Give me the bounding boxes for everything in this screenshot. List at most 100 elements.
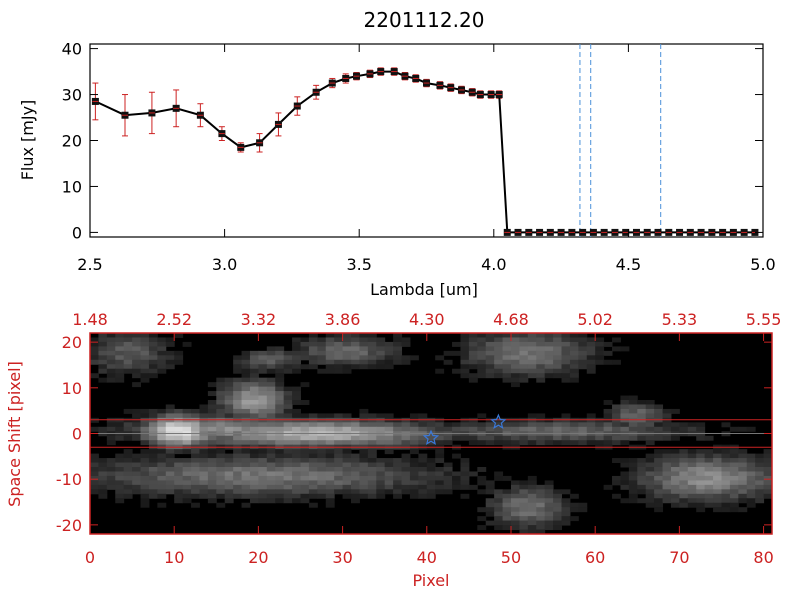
heatmap-cell [696, 453, 706, 459]
heatmap-cell [90, 484, 99, 490]
heatmap-cell [123, 462, 133, 468]
heatmap-cell [654, 480, 664, 486]
heatmap-cell [132, 382, 142, 388]
heatmap-cell [90, 475, 99, 481]
heatmap-cell [132, 462, 142, 468]
heatmap-cell [199, 426, 209, 432]
heatmap-cell [569, 359, 579, 365]
heatmap-cell [510, 511, 520, 517]
heatmap-cell [132, 346, 142, 352]
heatmap-cell [123, 355, 133, 361]
heatmap-cell [418, 480, 428, 486]
heatmap-cell [746, 462, 756, 468]
heatmap-cell [308, 333, 318, 338]
heatmap-cell [645, 493, 655, 499]
heatmap-cell [359, 489, 369, 495]
heatmap-cell [224, 498, 234, 504]
heatmap-cell [241, 449, 251, 455]
heatmap-cell [729, 502, 739, 508]
heatmap-cell [367, 480, 377, 486]
heatmap-cell [106, 368, 116, 374]
heatmap-cell [334, 346, 344, 352]
heatmap-cell [191, 422, 200, 428]
heatmap-cell [443, 435, 453, 441]
heatmap-cell [569, 440, 579, 446]
heatmap-cell [502, 341, 512, 347]
heatmap-cell [553, 507, 563, 513]
heatmap-cell [98, 355, 108, 361]
heatmap-cell [342, 493, 352, 499]
heatmap-cell [258, 350, 268, 356]
heatmap-cell [317, 346, 327, 352]
heatmap-cell [224, 395, 234, 401]
heatmap-cell [233, 364, 243, 370]
heatmap-cell [536, 417, 546, 423]
heatmap-cell [233, 359, 243, 365]
heatmap-cell [90, 373, 99, 379]
heatmap-cell [654, 453, 664, 459]
heatmap-cell [510, 417, 520, 423]
heatmap-cell [468, 355, 478, 361]
heatmap-cell [165, 355, 175, 361]
wavelength-tick-label: 5.55 [746, 310, 782, 329]
heatmap-cell [376, 364, 386, 370]
heatmap-cell [123, 364, 133, 370]
heatmap-cell [729, 475, 739, 481]
heatmap-cell [510, 382, 520, 388]
heatmap-cell [283, 368, 293, 374]
heatmap-cell [199, 404, 209, 410]
heatmap-cell [696, 426, 706, 432]
heatmap-cell [485, 502, 495, 508]
heatmap-cell [123, 341, 133, 347]
heatmap-cell [426, 426, 436, 432]
heatmap-cell [578, 341, 588, 347]
heatmap-cell [595, 346, 605, 352]
heatmap-cell [409, 449, 419, 455]
heatmap-cell [654, 498, 664, 504]
heatmap-cell [266, 493, 276, 499]
heatmap-cell [595, 341, 605, 347]
heatmap-cell [300, 484, 310, 490]
heatmap-cell [106, 373, 116, 379]
heatmap-cell [393, 355, 403, 361]
heatmap-cell [645, 404, 655, 410]
heatmap-cell [258, 400, 268, 405]
heatmap-cell [409, 484, 419, 490]
heatmap-cell [679, 493, 689, 499]
heatmap-cell [317, 484, 327, 490]
heatmap-cell [266, 440, 276, 446]
heatmap-cell [334, 364, 344, 370]
heatmap-cell [527, 368, 537, 374]
heatmap-cell [342, 435, 352, 441]
heatmap-cell [275, 422, 285, 428]
heatmap-cell [98, 467, 108, 472]
heatmap-cell [249, 417, 259, 423]
heatmap-cell [679, 426, 689, 432]
heatmap-cell [207, 458, 217, 464]
heatmap-cell [157, 422, 167, 428]
heatmap-cell [241, 373, 251, 379]
heatmap-cell [738, 467, 748, 472]
heatmap-cell [132, 480, 142, 486]
heatmap-cell [443, 350, 453, 356]
heatmap-cell [384, 341, 394, 347]
heatmap-cell [477, 507, 487, 513]
heatmap-cell [367, 458, 377, 464]
heatmap-cell [182, 413, 192, 419]
heatmap-cell [233, 395, 243, 401]
heatmap-cell [115, 373, 125, 379]
heatmap-cell [351, 350, 360, 356]
heatmap-cell [359, 426, 369, 432]
heatmap-cell [485, 341, 495, 347]
heatmap-cell [721, 480, 731, 486]
heatmap-cell [342, 440, 352, 446]
heatmap-cell [300, 341, 310, 347]
heatmap-cell [165, 350, 175, 356]
heatmap-cell [140, 471, 150, 477]
heatmap-cell [527, 373, 537, 379]
heatmap-cell [351, 417, 360, 423]
heatmap-cell [628, 489, 638, 495]
heatmap-cell [275, 368, 285, 374]
heatmap-cell [452, 341, 461, 347]
heatmap-cell [477, 475, 487, 481]
